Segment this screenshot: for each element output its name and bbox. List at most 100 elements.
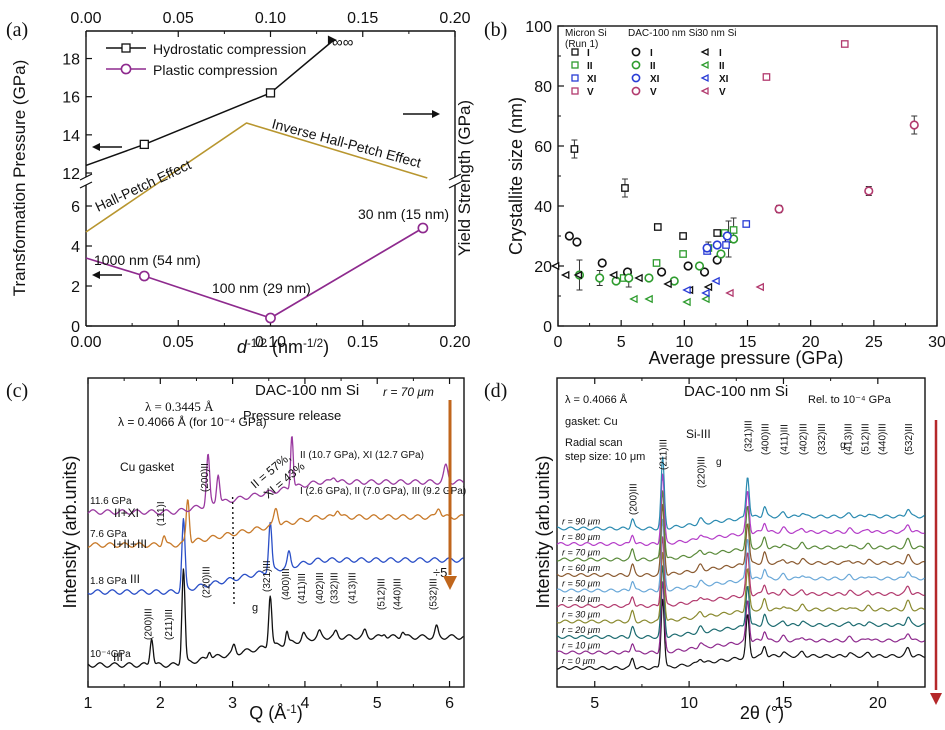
triangle-data-point [560, 270, 570, 280]
legend-marker [700, 86, 709, 96]
peak-label: (200)III [628, 483, 639, 515]
plastic-line [85, 227, 424, 319]
legend-marker [631, 73, 641, 83]
legend-marker [121, 43, 131, 53]
radial-scan-trace [556, 598, 925, 671]
triangle-data-point [644, 294, 653, 304]
legend-label: Plastic compression [153, 62, 278, 78]
triangle-data-point [663, 279, 672, 289]
legend-group-title: Micron Si [565, 28, 607, 39]
legend-phase-label: V [650, 87, 657, 98]
arrow-left [92, 143, 100, 151]
x-tick-label: 0 [554, 334, 563, 351]
legend-marker [571, 61, 579, 69]
time-arrow-head [443, 576, 457, 590]
arrow-left [92, 271, 100, 279]
triangle-data-point [725, 288, 734, 298]
pressure-label: 1.8 GPa [90, 576, 127, 587]
radius-label: r = 80 μm [562, 532, 601, 542]
legend-group-subtitle: (Run 1) [565, 39, 598, 50]
x-tick-label: 10 [675, 334, 693, 351]
circle-data-point [712, 240, 722, 250]
hydrostatic-marker [265, 88, 276, 98]
circle-data-point [644, 273, 654, 283]
scan-label: step size: 10 μm [565, 451, 645, 463]
peak-label: (211)III [659, 439, 670, 470]
y-tick-label: 20 [534, 259, 552, 276]
diffraction-trace [87, 568, 464, 668]
peak-label: (512)III [376, 578, 387, 610]
x-axis-label: 2θ (°) [740, 703, 784, 723]
circle-data-point [699, 267, 710, 277]
plot-frame [556, 377, 926, 688]
legend-marker [631, 60, 641, 70]
radius-label: r = 40 μm [562, 594, 601, 604]
yield-strength-line [85, 122, 428, 233]
square-data-point [729, 226, 738, 234]
plastic-marker [265, 312, 276, 324]
peak-label: (440)III [878, 423, 889, 455]
peak-label: (400)III [761, 423, 772, 455]
x-axis-label: Average pressure (GPa) [649, 348, 844, 368]
wavelength-label: λ = 0.3445 Å [145, 399, 214, 414]
radius-label: r = 50 μm [562, 579, 601, 589]
phase-note: I (2.6 GPa), II (7.0 GPa), III (9.2 GPa) [300, 486, 466, 497]
x-tick-label: 5 [617, 334, 626, 351]
panel-label-d: (d) [484, 380, 507, 402]
y-tick-label: 4 [71, 239, 80, 256]
y-tick-label: 6 [71, 199, 80, 216]
text-run: (Å [263, 703, 286, 723]
triangle-data-point [682, 297, 691, 307]
peak-label: (200)II [200, 463, 211, 492]
peak-label: (111)I [156, 501, 167, 526]
x-tick-label: 10 [680, 695, 698, 712]
triangle-data-point [608, 270, 618, 280]
text-run: (nm [267, 337, 303, 357]
panel-label-c: (c) [6, 380, 28, 402]
wavelength-label: λ = 0.4066 Å [565, 393, 628, 406]
peak-label: (220)III [201, 566, 212, 598]
y-tick-label: 16 [62, 90, 80, 107]
release-dotted-line [231, 496, 235, 606]
superscript: d [237, 337, 248, 357]
phase-label: Si-III [686, 427, 711, 441]
pressure-label: 11.6 GPa [90, 496, 132, 507]
x-tick-label: 4 [300, 695, 309, 712]
radial-scan-trace [556, 581, 925, 655]
legend-marker [700, 47, 709, 57]
radial-scan-trace [557, 456, 925, 531]
triangle-data-point [629, 294, 638, 304]
hydrostatic-marker [139, 139, 149, 150]
legend-phase-label: II [587, 61, 593, 72]
square-data-point [570, 145, 579, 153]
circle-data-point [595, 273, 605, 283]
hydrostatic-line [85, 41, 332, 167]
superscript: -1/2 [247, 337, 267, 350]
x-tick-label: 20 [869, 695, 887, 712]
triangle-data-point [701, 294, 710, 304]
x-tick-label: 0.20 [439, 334, 470, 351]
triangle-data-point [634, 273, 643, 283]
wavelength-label: λ = 0.4066 Å (for 10⁻⁴ GPa) [118, 414, 267, 429]
x-tick-label: 30 [928, 334, 945, 351]
legend-marker [700, 73, 709, 83]
pressure-label: 10⁻⁴GPa [90, 649, 131, 660]
text-run: Q [249, 703, 263, 723]
diffraction-trace [87, 436, 464, 515]
diffraction-trace [87, 518, 464, 595]
radial-scan-trace [556, 518, 925, 593]
release-label: Pressure release [243, 408, 341, 423]
square-data-point [713, 229, 722, 237]
peak-label: (321)III [262, 560, 273, 592]
panel-title: DAC-100 nm Si [684, 383, 788, 400]
legend-label: Hydrostatic compression [153, 41, 306, 57]
phase-label: I+II+III [113, 537, 147, 551]
peak-label: (532)III [429, 578, 440, 610]
y-tick-label: 80 [534, 79, 552, 96]
radial-scan-trace [556, 536, 925, 609]
gasket-label: gasket: Cu [565, 416, 618, 428]
legend-phase-label: XI [587, 74, 597, 85]
reference-label: Rel. to 10⁻⁴ GPa [808, 394, 892, 406]
square-data-point [652, 259, 661, 267]
text-run: ) [323, 337, 329, 357]
